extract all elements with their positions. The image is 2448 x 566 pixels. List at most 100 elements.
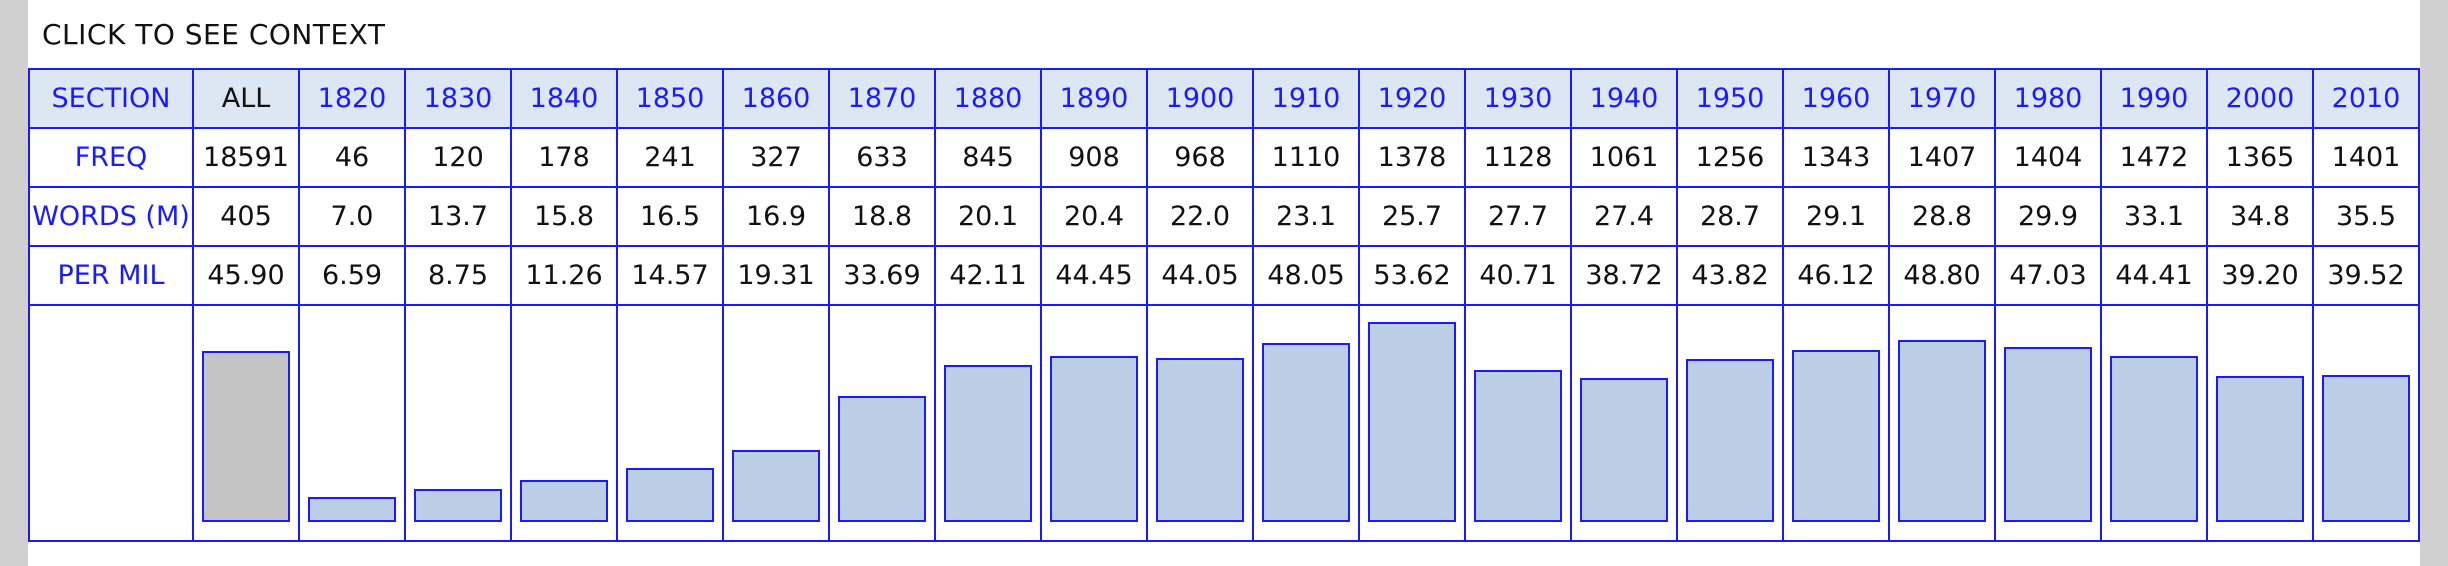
bar-1920[interactable] [1368,322,1456,522]
words-cell-1920: 25.7 [1358,186,1466,247]
freq-cell-1940: 1061 [1570,127,1678,188]
section-header-1920[interactable]: 1920 [1358,68,1466,129]
per-mil-row: PER MIL 45.90 6.59 8.75 11.26 14.57 19.31 33.6… [28,245,2420,306]
words-cell-1980: 29.9 [1994,186,2102,247]
bar-all[interactable] [202,351,290,522]
bar-cell-1980 [1994,304,2102,542]
words-label: WORDS (M) [28,186,194,247]
bar-1910[interactable] [1262,343,1350,522]
section-header-1890[interactable]: 1890 [1040,68,1148,129]
section-header-1950[interactable]: 1950 [1676,68,1784,129]
bar-cell-1850 [616,304,724,542]
section-header-1870[interactable]: 1870 [828,68,936,129]
words-cell-1900: 22.0 [1146,186,1254,247]
section-header-1840[interactable]: 1840 [510,68,618,129]
section-header-1900[interactable]: 1900 [1146,68,1254,129]
section-header-row: SECTION ALL 1820 1830 1840 1850 1860 1870 1880 1… [28,68,2420,129]
section-header-1860[interactable]: 1860 [722,68,830,129]
section-header-1930[interactable]: 1930 [1464,68,1572,129]
freq-cell-all: 18591 [192,127,300,188]
bar-1950[interactable] [1686,359,1774,522]
section-header-1960[interactable]: 1960 [1782,68,1890,129]
freq-cell-1860: 327 [722,127,830,188]
section-header-1850[interactable]: 1850 [616,68,724,129]
freq-cell-1960: 1343 [1782,127,1890,188]
section-header-1990[interactable]: 1990 [2100,68,2208,129]
freq-cell-1910: 1110 [1252,127,1360,188]
freq-cell-1930: 1128 [1464,127,1572,188]
bar-cell-1960 [1782,304,1890,542]
bar-1890[interactable] [1050,356,1138,522]
words-cell-1870: 18.8 [828,186,936,247]
bar-cell-1820 [298,304,406,542]
per-mil-cell-1830: 8.75 [404,245,512,306]
bar-1980[interactable] [2004,347,2092,522]
bar-1900[interactable] [1156,358,1244,522]
per-mil-cell-1870: 33.69 [828,245,936,306]
section-label: SECTION [28,68,194,129]
words-cell-1970: 28.8 [1888,186,1996,247]
section-header-2010[interactable]: 2010 [2312,68,2420,129]
per-mil-cell-1930: 40.71 [1464,245,1572,306]
section-header-1970[interactable]: 1970 [1888,68,1996,129]
words-cell-1910: 23.1 [1252,186,1360,247]
words-row: WORDS (M) 405 7.0 13.7 15.8 16.5 16.9 18.8 20.1… [28,186,2420,247]
bar-cell-1870 [828,304,936,542]
words-cell-1890: 20.4 [1040,186,1148,247]
words-cell-1990: 33.1 [2100,186,2208,247]
section-header-1910[interactable]: 1910 [1252,68,1360,129]
words-cell-1820: 7.0 [298,186,406,247]
per-mil-cell-1850: 14.57 [616,245,724,306]
bar-1970[interactable] [1898,340,1986,522]
bar-cell-2010 [2312,304,2420,542]
words-cell-all: 405 [192,186,300,247]
section-header-all: ALL [192,68,300,129]
per-mil-cell-1890: 44.45 [1040,245,1148,306]
per-mil-cell-1960: 46.12 [1782,245,1890,306]
per-mil-cell-1980: 47.03 [1994,245,2102,306]
section-header-1940[interactable]: 1940 [1570,68,1678,129]
bar-1870[interactable] [838,396,926,522]
bar-1820[interactable] [308,497,396,522]
freq-cell-2000: 1365 [2206,127,2314,188]
per-mil-cell-1940: 38.72 [1570,245,1678,306]
bar-1990[interactable] [2110,356,2198,522]
per-mil-cell-1920: 53.62 [1358,245,1466,306]
bar-2010[interactable] [2322,375,2410,522]
freq-label: FREQ [28,127,194,188]
section-header-1830[interactable]: 1830 [404,68,512,129]
chart-label-cell [28,304,194,542]
context-caption[interactable]: CLICK TO SEE CONTEXT [42,18,386,51]
bar-1880[interactable] [944,365,1032,522]
words-cell-1930: 27.7 [1464,186,1572,247]
bar-1860[interactable] [732,450,820,522]
bar-cell-1940 [1570,304,1678,542]
per-mil-cell-1950: 43.82 [1676,245,1784,306]
section-header-1820[interactable]: 1820 [298,68,406,129]
words-cell-1830: 13.7 [404,186,512,247]
words-cell-1960: 29.1 [1782,186,1890,247]
section-header-1980[interactable]: 1980 [1994,68,2102,129]
bar-1940[interactable] [1580,378,1668,522]
per-mil-cell-1820: 6.59 [298,245,406,306]
freq-cell-1950: 1256 [1676,127,1784,188]
bar-2000[interactable] [2216,376,2304,522]
bar-1850[interactable] [626,468,714,522]
bar-1830[interactable] [414,489,502,522]
words-cell-1850: 16.5 [616,186,724,247]
section-header-2000[interactable]: 2000 [2206,68,2314,129]
bar-1930[interactable] [1474,370,1562,522]
per-mil-cell-2000: 39.20 [2206,245,2314,306]
bar-cell-1970 [1888,304,1996,542]
bar-chart-row [28,304,2420,542]
freq-cell-1970: 1407 [1888,127,1996,188]
bar-1960[interactable] [1792,350,1880,522]
frequency-table: SECTION ALL 1820 1830 1840 1850 1860 1870 1880 1… [28,68,2420,542]
freq-cell-2010: 1401 [2312,127,2420,188]
bar-cell-1990 [2100,304,2208,542]
section-header-1880[interactable]: 1880 [934,68,1042,129]
per-mil-cell-1990: 44.41 [2100,245,2208,306]
bar-cell-1830 [404,304,512,542]
bar-1840[interactable] [520,480,608,522]
freq-cell-1900: 968 [1146,127,1254,188]
